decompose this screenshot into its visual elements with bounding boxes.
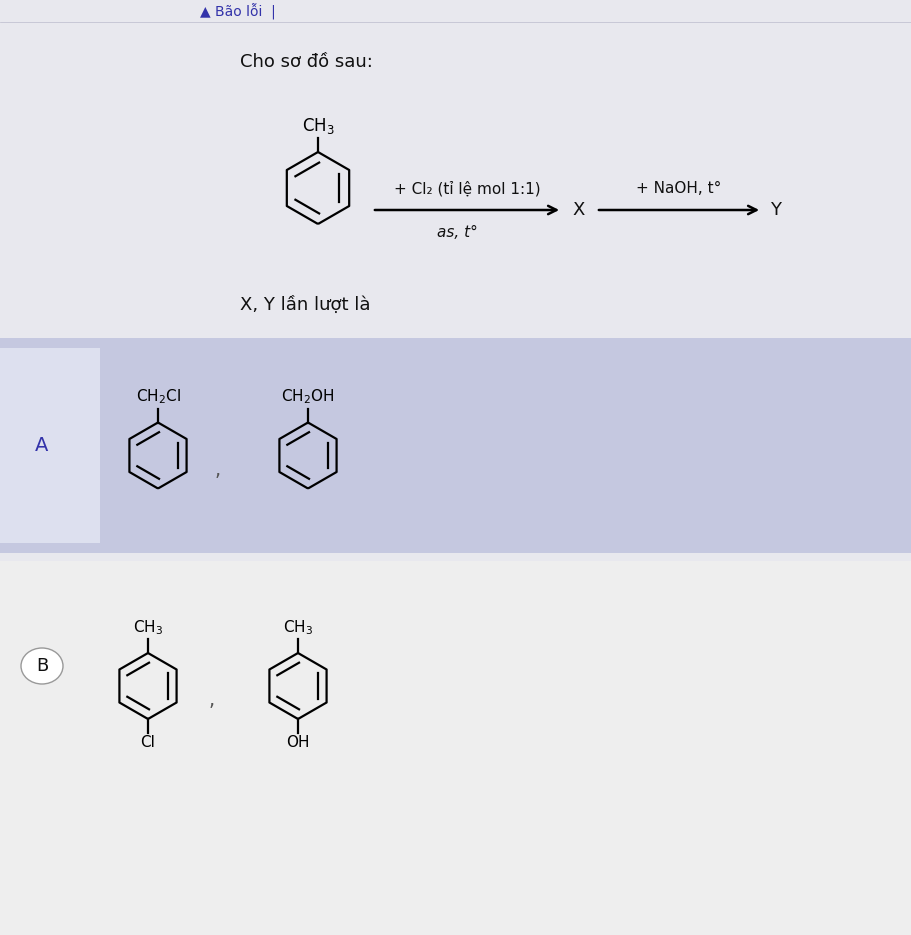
Text: X: X [571,201,584,219]
Text: ▲ Bão lỗi  |: ▲ Bão lỗi | [200,4,275,21]
Ellipse shape [21,648,63,684]
Bar [0,338,911,553]
Text: OH: OH [286,735,310,750]
Bar [0,819,911,935]
Text: + Cl₂ (tỉ lệ mol 1:1): + Cl₂ (tỉ lệ mol 1:1) [394,180,539,196]
Text: CH$_3$: CH$_3$ [133,618,163,637]
Text: CH$_2$Cl: CH$_2$Cl [136,388,180,407]
Text: X, Y lần lượt là: X, Y lần lượt là [240,296,370,314]
Text: A: A [36,436,48,455]
Text: CH$_3$: CH$_3$ [302,116,334,136]
Text: as, t°: as, t° [436,225,476,240]
Text: Y: Y [769,201,780,219]
Text: CH$_2$OH: CH$_2$OH [281,388,334,407]
Text: ,: , [209,692,215,711]
Text: B: B [36,657,48,675]
Text: + NaOH, t°: + NaOH, t° [636,181,721,196]
Text: CH$_3$: CH$_3$ [282,618,312,637]
Bar [0,561,911,819]
Text: Cho sơ đồ sau:: Cho sơ đồ sau: [240,53,373,71]
Text: ,: , [215,461,220,480]
Text: Cl: Cl [140,735,155,750]
Bar [0,348,100,543]
